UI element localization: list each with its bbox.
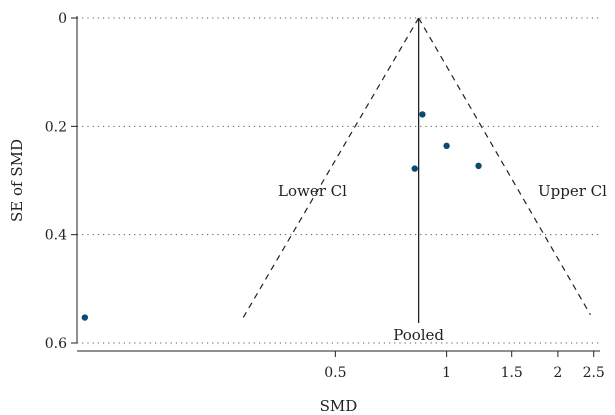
labels: Pooled Lower Cl Upper Cl (278, 182, 607, 344)
ci-line-0 (241, 17, 420, 320)
data-point-1 (443, 142, 450, 150)
data-point-0 (419, 111, 426, 118)
y-tick-label-0: 0 (58, 11, 67, 27)
x-tick-label-2: 1.5 (501, 365, 523, 381)
y-tick-label-2: 0.4 (45, 228, 67, 244)
x-tick-label-1: 1 (442, 365, 451, 381)
x-axis-title: SMD (320, 397, 358, 415)
confidence-limits (241, 17, 591, 323)
x-tick-label-0: 0.5 (324, 365, 346, 381)
y-tick-label-3: 0.6 (45, 336, 67, 352)
ci-line-1 (418, 17, 591, 316)
y-tick-label-1: 0.2 (45, 119, 67, 135)
lower-ci-label: Lower Cl (278, 182, 347, 200)
data-point-4 (81, 314, 89, 321)
data-point-2 (411, 165, 418, 172)
pooled-label: Pooled (393, 326, 444, 344)
x-tick-label-3: 2 (553, 365, 562, 381)
data-point-3 (475, 162, 482, 170)
axes: 0 0.2 0.4 0.6 0.5 1 1.5 2 2.5 SMD SE of SMD (8, 11, 605, 415)
y-axis-title: SE of SMD (8, 139, 26, 222)
upper-ci-label: Upper Cl (538, 182, 607, 200)
grid-lines (77, 17, 600, 344)
x-tick-label-4: 2.5 (583, 365, 605, 381)
study-points (81, 111, 482, 321)
